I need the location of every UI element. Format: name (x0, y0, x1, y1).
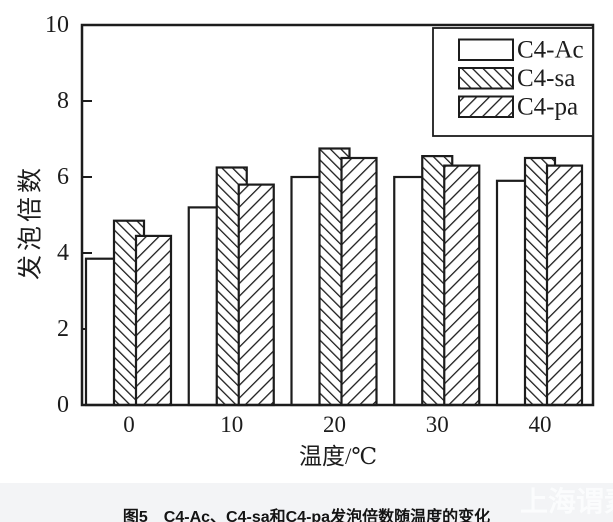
legend-label-C4-Ac: C4-Ac (517, 37, 584, 64)
legend-label-C4-pa: C4-pa (517, 94, 578, 121)
x-tick-label: 20 (323, 412, 346, 437)
watermark: 上海谓素 (520, 486, 613, 517)
plot-frame (80, 23, 595, 407)
caption-band (0, 483, 613, 522)
bar-C4-pa-10 (237, 183, 275, 407)
y-tick-label: 10 (45, 12, 69, 38)
legend-swatch-C4-Ac (458, 38, 514, 61)
x-tick-label: 30 (426, 412, 449, 437)
y-tick-label: 6 (57, 164, 69, 190)
y-tick-label: 4 (57, 240, 69, 266)
bar-C4-pa-30 (443, 164, 481, 407)
x-tick-label: 40 (529, 412, 552, 437)
y-tick-label: 2 (57, 316, 69, 342)
bar-C4-Ac-30 (393, 175, 426, 407)
y-tick-label: 0 (57, 392, 69, 418)
figure-caption: 图5 C4-Ac、C4-sa和C4-pa发泡倍数随温度的变化 (122, 509, 491, 522)
bar-C4-Ac-20 (290, 175, 323, 407)
bar-C4-pa-20 (340, 156, 378, 407)
x-axis-title: 温度/℃ (299, 444, 377, 469)
y-axis-title: 发泡倍数 (17, 164, 45, 280)
bar-C4-pa-0 (134, 234, 173, 407)
legend-label-C4-sa: C4-sa (517, 65, 575, 92)
legend-swatch-C4-sa (458, 67, 514, 90)
bar-C4-Ac-40 (495, 179, 529, 407)
y-tick-label: 8 (57, 88, 69, 114)
bar-C4-Ac-0 (84, 257, 118, 407)
x-tick-label: 0 (123, 412, 135, 437)
x-tick-label: 10 (220, 412, 243, 437)
bar-C4-pa-40 (545, 164, 584, 407)
legend-swatch-C4-pa (458, 95, 514, 118)
bar-C4-Ac-10 (187, 206, 220, 407)
bar-chart: 0 2 4 6 8 10 发泡倍数 0 10 20 30 40 温度/℃ C4-Ac C4-sa C4-pa (17, 12, 595, 469)
